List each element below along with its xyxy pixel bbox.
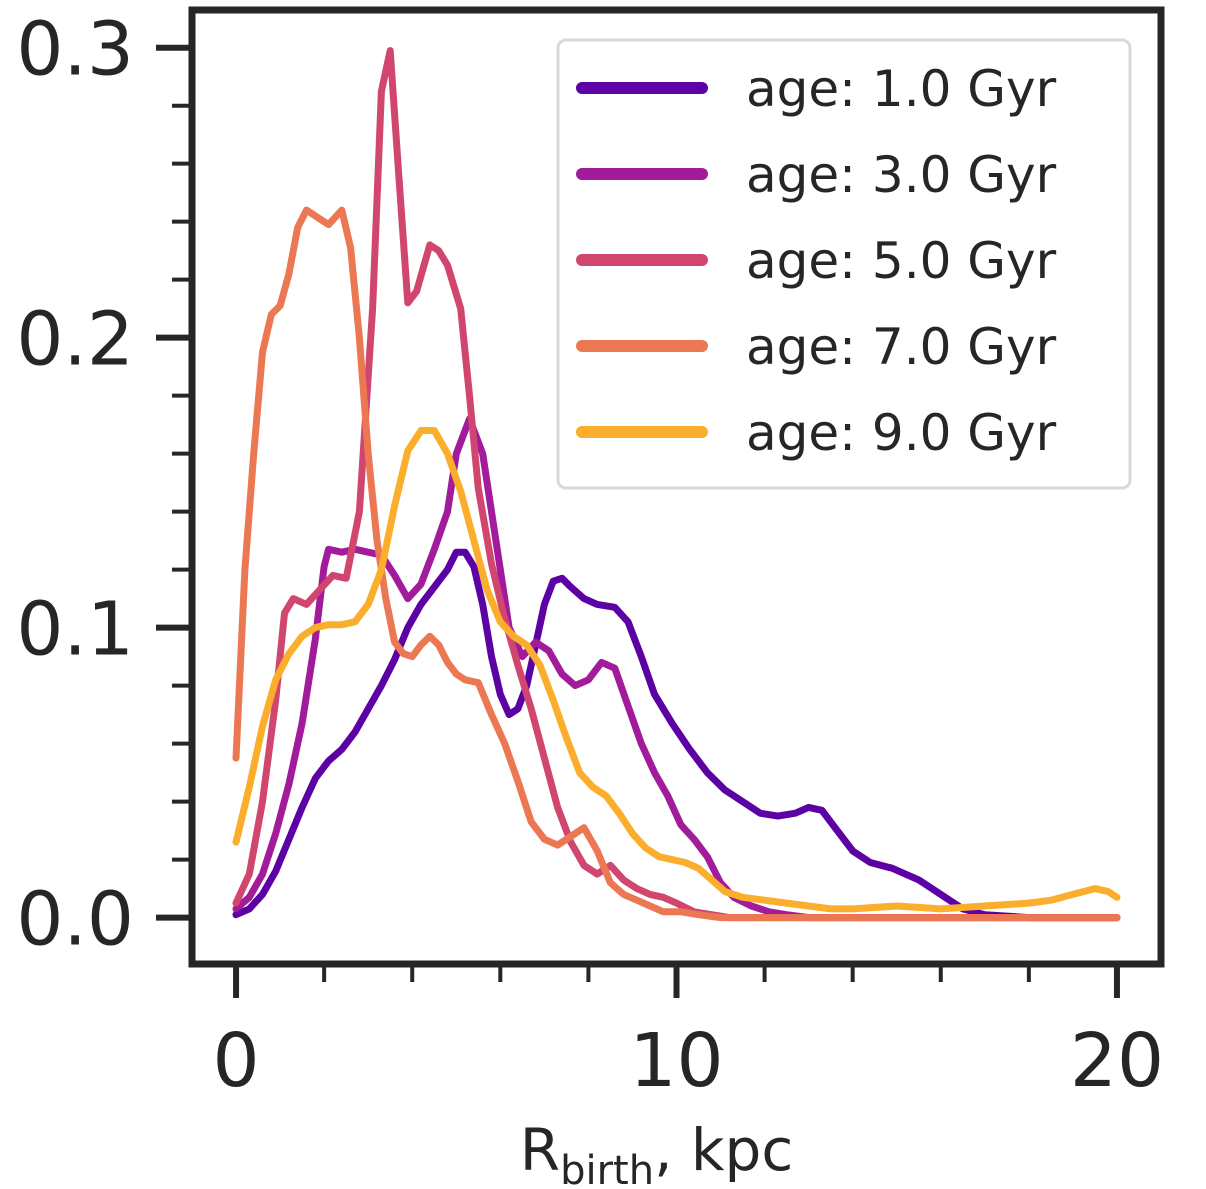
- series-line-2: [232, 415, 1121, 922]
- legend-label-4: age: 7.0 Gyr: [746, 318, 1057, 376]
- y-tick-label: 0.1: [16, 587, 134, 673]
- x-axis-label-main: R: [520, 1116, 560, 1184]
- legend: age: 1.0 Gyr age: 3.0 Gyr age: 5.0 Gyr age:…: [556, 38, 1132, 490]
- x-axis-label-unit: , kpc: [654, 1116, 793, 1184]
- y-tick-label: 0.2: [16, 297, 134, 383]
- y-tick-label: 0.0: [16, 877, 134, 963]
- legend-label-1: age: 1.0 Gyr: [746, 60, 1057, 118]
- y-tick-label: 0.3: [16, 7, 134, 93]
- x-axis-label: Rbirth, kpc: [520, 1116, 793, 1189]
- plot-frame: [188, 6, 1165, 968]
- tick-labels: 0 10 20 0.0 0.1 0.2 0.3: [16, 7, 1164, 1104]
- series-line-4: [232, 206, 1121, 922]
- series-line-3: [232, 47, 1121, 922]
- major-ticks: [156, 44, 1120, 998]
- legend-label-2: age: 3.0 Gyr: [746, 146, 1057, 204]
- x-tick-label: 10: [629, 1018, 723, 1104]
- legend-label-3: age: 5.0 Gyr: [746, 232, 1057, 290]
- x-axis-label-sub: birth: [560, 1148, 654, 1189]
- x-tick-label: 20: [1070, 1018, 1164, 1104]
- series-lines: [232, 47, 1121, 922]
- series-line-5: [232, 427, 1121, 913]
- legend-box: [556, 38, 1132, 490]
- series-line-1: [232, 548, 1121, 922]
- x-tick-label: 0: [212, 1018, 259, 1104]
- legend-label-5: age: 9.0 Gyr: [746, 404, 1057, 462]
